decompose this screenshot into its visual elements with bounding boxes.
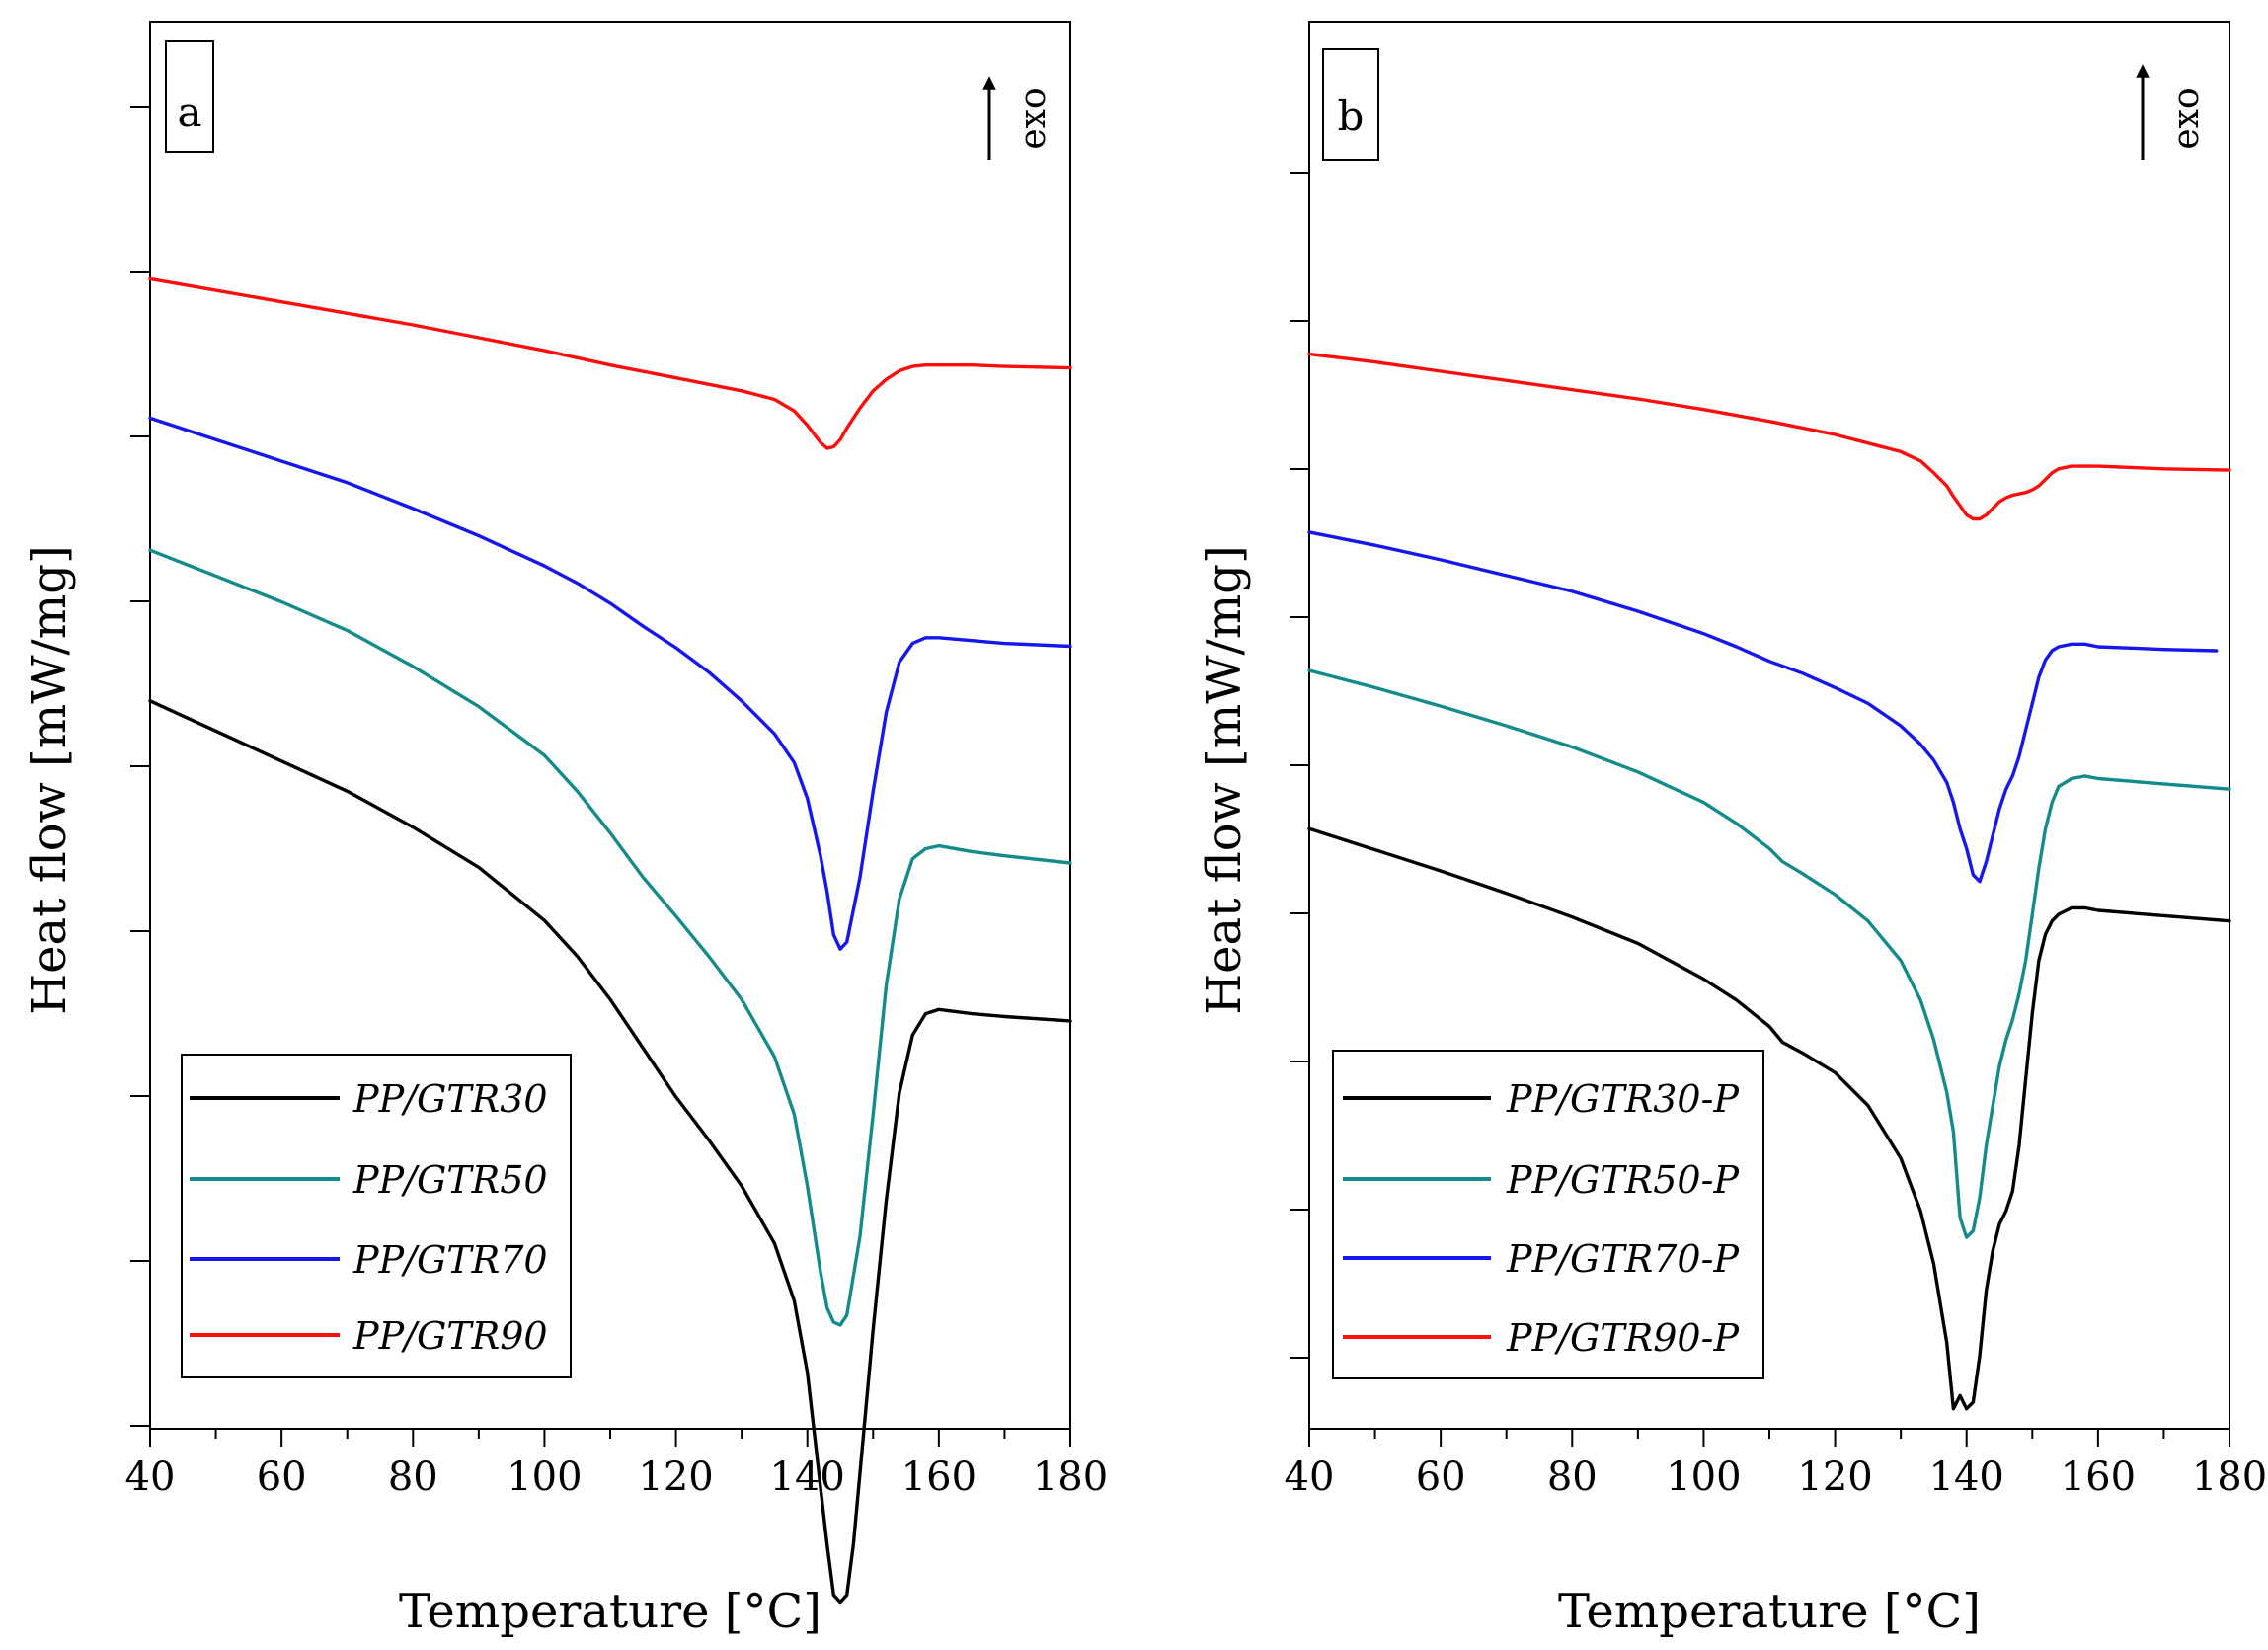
x-tick-label: 120 [638, 1454, 713, 1500]
panel-a-legend: PP/GTR30 PP/GTR50 PP/GTR70 PP/GTR90 [181, 1054, 572, 1378]
x-tick-label: 180 [2192, 1454, 2267, 1500]
panel-b-series [1307, 352, 2231, 1411]
panel-a-x-axis-title: Temperature [°C] [399, 1584, 821, 1639]
series-line-pp-gtr30-p [1307, 826, 2231, 1411]
legend-a-label-gtr50: PP/GTR50 [352, 1158, 548, 1202]
legend-b-label-gtr50: PP/GTR50-P [1506, 1158, 1740, 1202]
x-tick-label: 40 [1285, 1454, 1335, 1500]
x-tick-label: 160 [2061, 1454, 2136, 1500]
panel-a-exo-label: exo [1013, 87, 1054, 149]
x-tick-label: 100 [1666, 1454, 1741, 1500]
x-tick-label: 60 [1416, 1454, 1466, 1500]
series-line-pp-gtr50 [148, 548, 1072, 1327]
panel-a-ticks [130, 106, 1071, 1447]
panel-b-y-axis-title: Heat flow [mW/mg] [1197, 545, 1252, 1014]
legend-b-label-gtr30: PP/GTR30-P [1506, 1077, 1740, 1121]
panel-b-exo-label: exo [2166, 87, 2207, 149]
series-line-pp-gtr70-p [1307, 530, 2219, 884]
panel-b: 40 60 80 100 120 140 160 180 b exo Temperature … [1197, 21, 2268, 1639]
panel-a-y-axis-title: Heat flow [mW/mg] [22, 545, 77, 1014]
panel-b-tag: b [1338, 92, 1365, 140]
legend-b-label-gtr90: PP/GTR90-P [1506, 1316, 1740, 1360]
x-tick-label: 140 [1929, 1454, 2004, 1500]
panel-a-series [148, 276, 1072, 1605]
x-tick-label: 180 [1033, 1454, 1108, 1500]
x-tick-label: 120 [1797, 1454, 1872, 1500]
panel-b-ticks [1290, 172, 2230, 1447]
x-tick-label: 140 [770, 1454, 845, 1500]
series-line-pp-gtr90-p [1307, 352, 2231, 521]
panel-a: 40 60 80 100 120 140 160 180 a exo Temperature … [22, 21, 1109, 1639]
panel-a-tag: a [177, 88, 201, 136]
panel-b-tag-box [1322, 48, 1379, 161]
series-line-pp-gtr50-p [1307, 668, 2231, 1239]
panel-b-legend: PP/GTR30-P PP/GTR50-P PP/GTR70-P PP/GTR9… [1332, 1050, 1764, 1379]
legend-a-label-gtr70: PP/GTR70 [352, 1238, 548, 1282]
legend-a-label-gtr90: PP/GTR90 [352, 1314, 548, 1358]
panel-a-tag-box [165, 40, 214, 153]
series-line-pp-gtr70 [148, 416, 1072, 951]
x-tick-label: 80 [1547, 1454, 1598, 1500]
panel-a-x-tick-labels: 40 60 80 100 120 140 160 180 [125, 1454, 1109, 1500]
x-tick-label: 160 [901, 1454, 977, 1500]
series-line-pp-gtr90 [148, 276, 1072, 450]
series-line-pp-gtr30 [148, 699, 1072, 1605]
legend-b-label-gtr70: PP/GTR70-P [1506, 1237, 1740, 1281]
panel-a-legend-box [181, 1054, 572, 1378]
panel-b-x-tick-labels: 40 60 80 100 120 140 160 180 [1285, 1454, 2268, 1500]
x-tick-label: 40 [125, 1454, 176, 1500]
panel-b-legend-box [1332, 1050, 1764, 1379]
legend-a-label-gtr30: PP/GTR30 [352, 1077, 548, 1121]
x-tick-label: 60 [257, 1454, 307, 1500]
x-tick-label: 80 [388, 1454, 438, 1500]
panel-b-x-axis-title: Temperature [°C] [1558, 1584, 1981, 1639]
x-tick-label: 100 [507, 1454, 582, 1500]
